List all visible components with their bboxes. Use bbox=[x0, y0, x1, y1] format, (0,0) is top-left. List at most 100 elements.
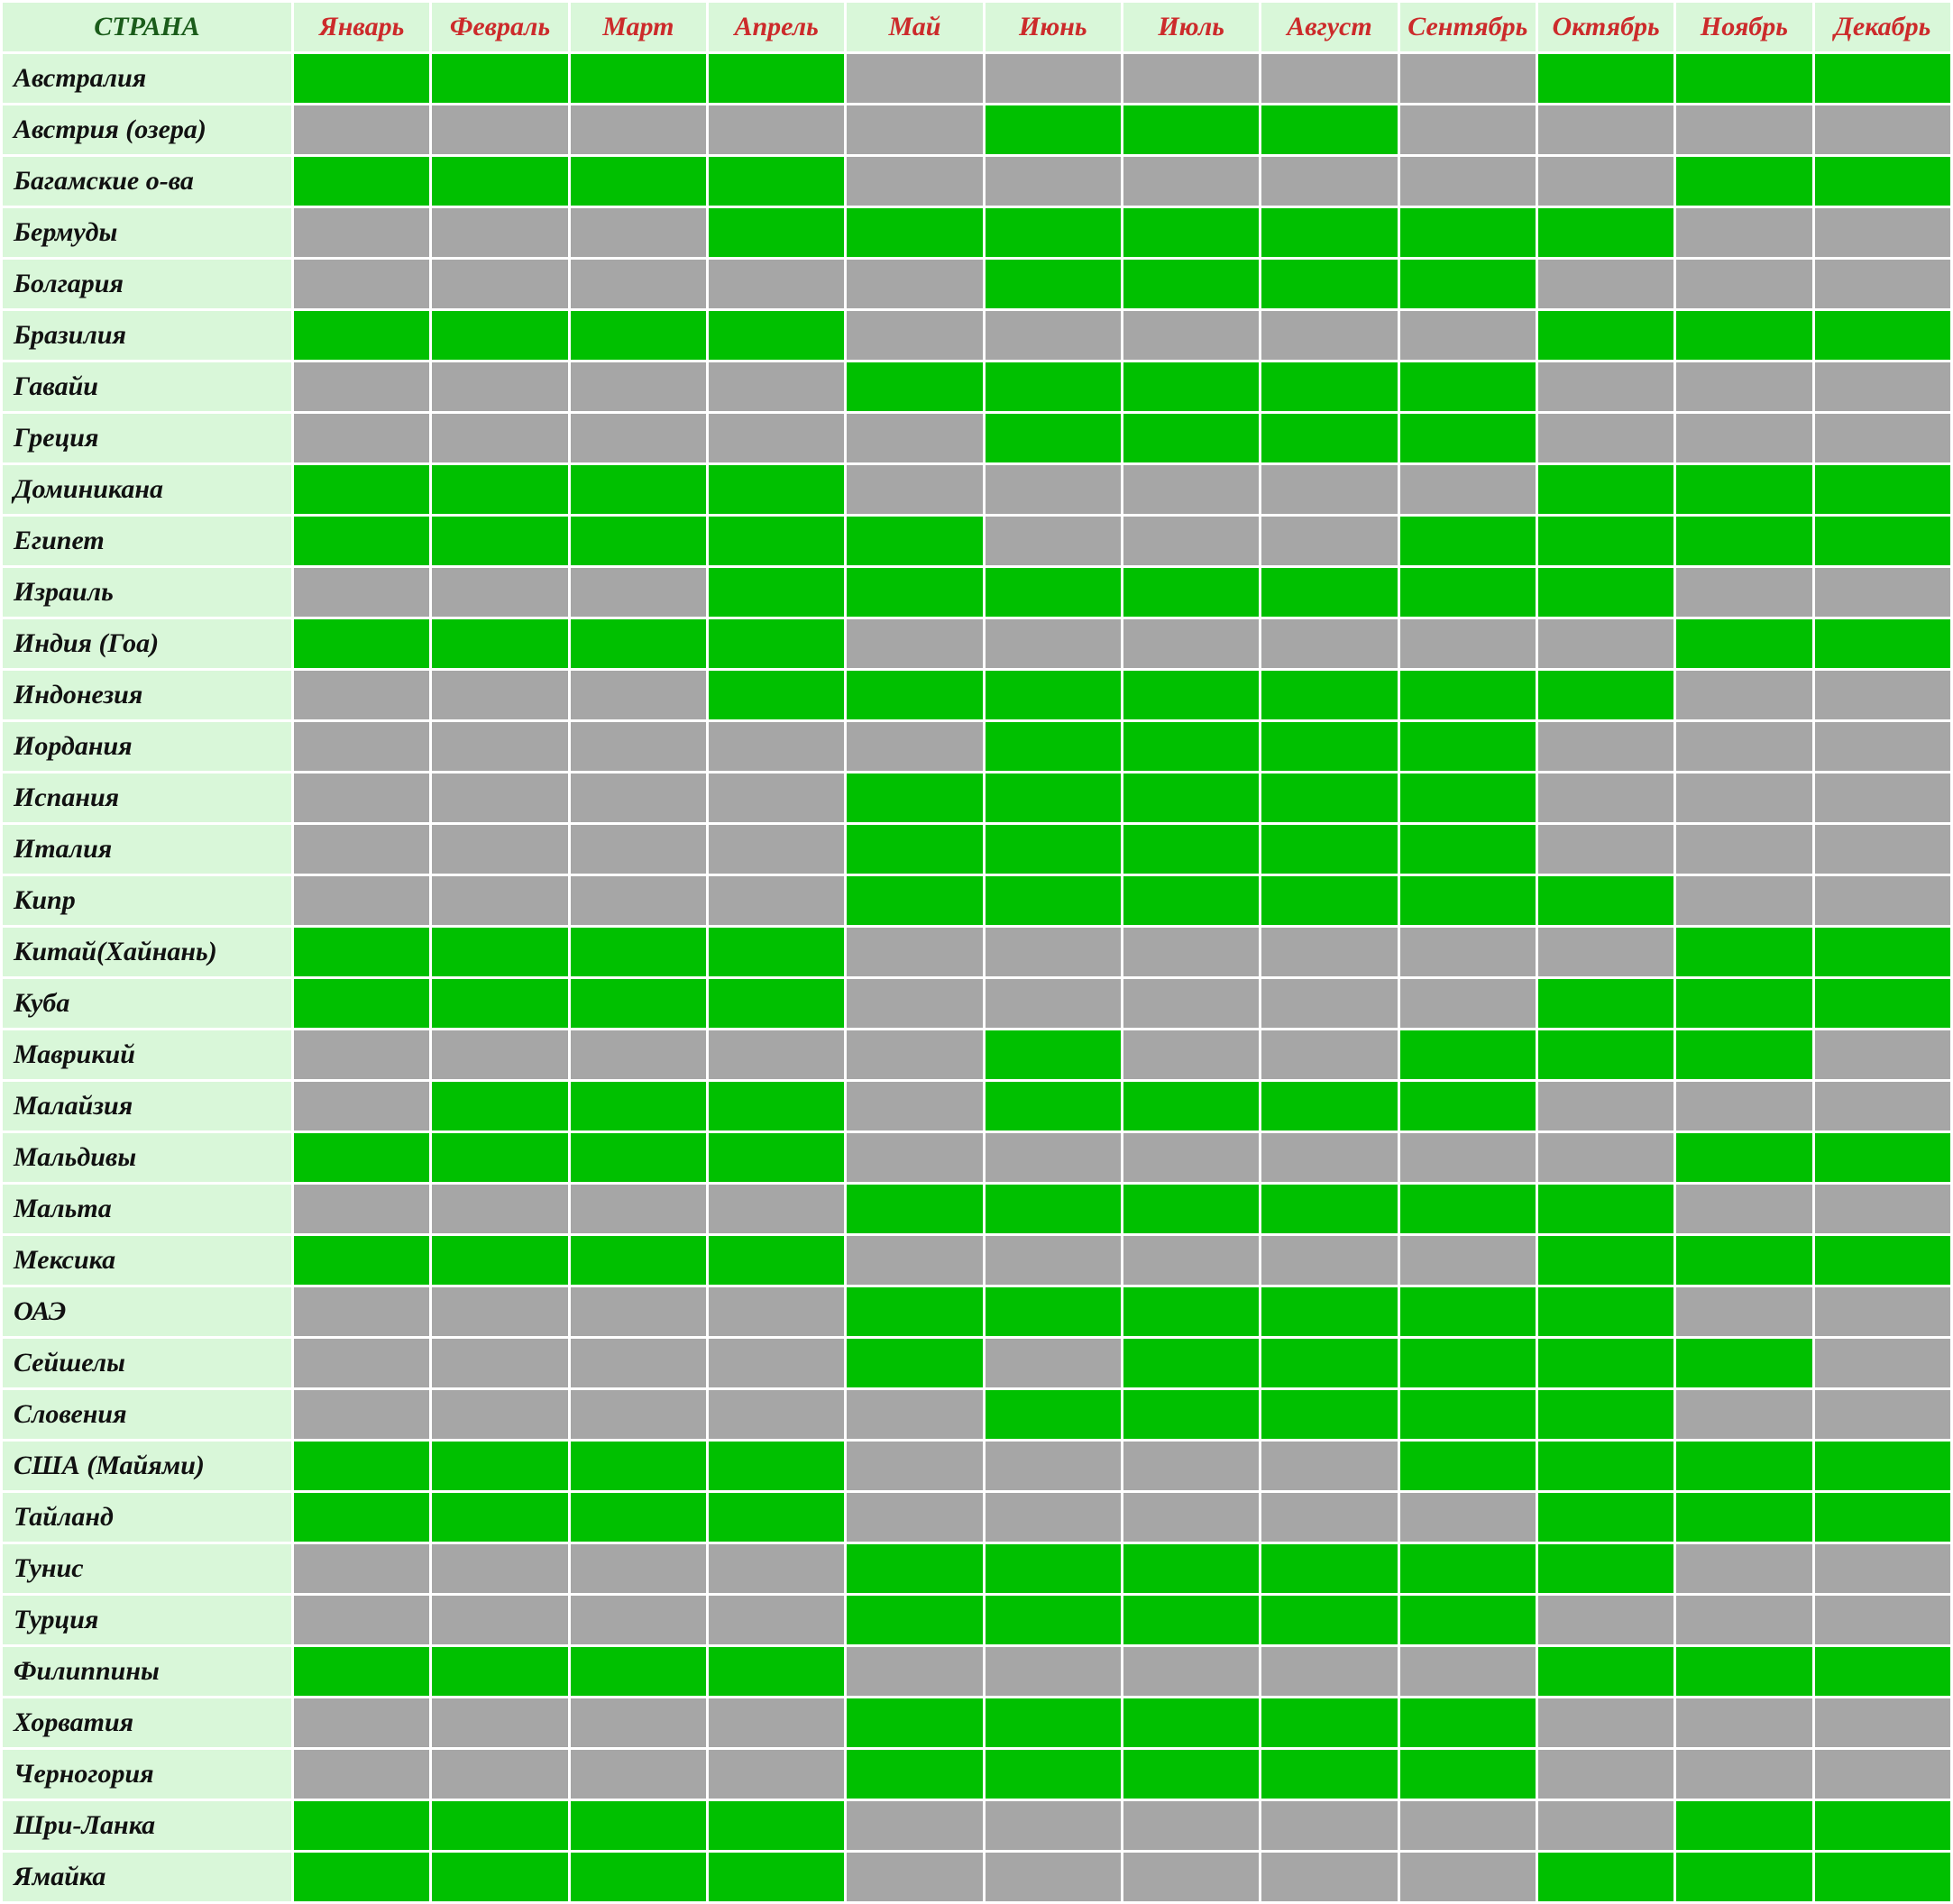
month-cell bbox=[432, 311, 567, 360]
month-cell bbox=[1123, 1287, 1259, 1336]
country-header: СТРАНА bbox=[3, 3, 291, 51]
month-cell bbox=[709, 105, 844, 154]
month-cell bbox=[709, 568, 844, 617]
month-cell bbox=[1123, 1390, 1259, 1439]
month-cell bbox=[1123, 1801, 1259, 1850]
month-cell bbox=[1261, 208, 1397, 257]
month-cell bbox=[1676, 671, 1811, 719]
month-cell bbox=[1261, 1596, 1397, 1644]
month-cell bbox=[432, 105, 567, 154]
table-row: Словения bbox=[3, 1390, 1950, 1439]
month-cell bbox=[986, 1339, 1121, 1387]
country-cell: Филиппины bbox=[3, 1647, 291, 1696]
month-cell bbox=[1815, 1133, 1950, 1182]
month-header: Ноябрь bbox=[1676, 3, 1811, 51]
table-row: Багамские о-ва bbox=[3, 157, 1950, 206]
month-cell bbox=[1676, 1647, 1811, 1696]
table-row: Куба bbox=[3, 979, 1950, 1028]
month-cell bbox=[986, 1133, 1121, 1182]
month-cell bbox=[1261, 362, 1397, 411]
month-cell bbox=[1676, 1133, 1811, 1182]
month-cell bbox=[1676, 1442, 1811, 1490]
month-cell bbox=[294, 825, 429, 874]
month-cell bbox=[294, 1750, 429, 1799]
month-cell bbox=[1538, 1493, 1673, 1542]
month-cell bbox=[1676, 157, 1811, 206]
month-cell bbox=[1400, 311, 1536, 360]
month-cell bbox=[986, 1236, 1121, 1285]
month-cell bbox=[709, 1030, 844, 1079]
month-cell bbox=[294, 1853, 429, 1901]
month-cell bbox=[1538, 208, 1673, 257]
month-cell bbox=[1538, 1698, 1673, 1747]
month-cell bbox=[294, 568, 429, 617]
month-cell bbox=[571, 1647, 706, 1696]
month-cell bbox=[432, 1647, 567, 1696]
month-cell bbox=[986, 1493, 1121, 1542]
month-cell bbox=[571, 568, 706, 617]
month-cell bbox=[1815, 1647, 1950, 1696]
month-cell bbox=[294, 1030, 429, 1079]
table-row: Израиль bbox=[3, 568, 1950, 617]
country-cell: Индия (Гоа) bbox=[3, 619, 291, 668]
month-cell bbox=[571, 774, 706, 822]
month-cell bbox=[1676, 722, 1811, 771]
month-cell bbox=[1676, 825, 1811, 874]
month-header: Июнь bbox=[986, 3, 1121, 51]
month-cell bbox=[571, 1236, 706, 1285]
month-cell bbox=[1261, 1493, 1397, 1542]
month-cell bbox=[432, 1133, 567, 1182]
month-cell bbox=[1538, 774, 1673, 822]
country-cell: Мальта bbox=[3, 1185, 291, 1233]
month-cell bbox=[847, 105, 982, 154]
country-cell: Словения bbox=[3, 1390, 291, 1439]
month-cell bbox=[432, 1287, 567, 1336]
month-cell bbox=[1538, 1030, 1673, 1079]
month-cell bbox=[1538, 1185, 1673, 1233]
month-cell bbox=[1123, 1185, 1259, 1233]
month-cell bbox=[847, 362, 982, 411]
month-cell bbox=[294, 157, 429, 206]
month-cell bbox=[709, 362, 844, 411]
month-cell bbox=[1815, 414, 1950, 462]
month-cell bbox=[1261, 517, 1397, 565]
month-cell bbox=[1123, 1082, 1259, 1130]
month-cell bbox=[1400, 157, 1536, 206]
month-cell bbox=[294, 1287, 429, 1336]
month-cell bbox=[709, 1750, 844, 1799]
month-cell bbox=[1123, 311, 1259, 360]
month-cell bbox=[1400, 568, 1536, 617]
month-cell bbox=[1538, 1647, 1673, 1696]
month-cell bbox=[1123, 774, 1259, 822]
month-cell bbox=[1400, 465, 1536, 514]
table-row: Австралия bbox=[3, 54, 1950, 103]
month-cell bbox=[1815, 1853, 1950, 1901]
month-cell bbox=[1123, 1133, 1259, 1182]
country-cell: Тайланд bbox=[3, 1493, 291, 1542]
month-cell bbox=[847, 1082, 982, 1130]
month-cell bbox=[1261, 1750, 1397, 1799]
month-cell bbox=[709, 1133, 844, 1182]
month-cell bbox=[986, 825, 1121, 874]
table-row: Индонезия bbox=[3, 671, 1950, 719]
month-cell bbox=[1815, 1082, 1950, 1130]
month-cell bbox=[1815, 1236, 1950, 1285]
month-cell bbox=[1815, 825, 1950, 874]
month-cell bbox=[1123, 260, 1259, 308]
month-cell bbox=[1815, 208, 1950, 257]
month-cell bbox=[1538, 105, 1673, 154]
month-cell bbox=[1261, 1236, 1397, 1285]
month-cell bbox=[294, 979, 429, 1028]
month-cell bbox=[709, 825, 844, 874]
country-cell: Египет bbox=[3, 517, 291, 565]
country-cell: Куба bbox=[3, 979, 291, 1028]
country-cell: Шри-Ланка bbox=[3, 1801, 291, 1850]
month-cell bbox=[432, 1390, 567, 1439]
month-header: Сентябрь bbox=[1400, 3, 1536, 51]
month-cell bbox=[294, 1698, 429, 1747]
month-cell bbox=[1815, 362, 1950, 411]
month-cell bbox=[1815, 1287, 1950, 1336]
month-cell bbox=[1123, 1493, 1259, 1542]
country-cell: Австралия bbox=[3, 54, 291, 103]
month-cell bbox=[1261, 157, 1397, 206]
